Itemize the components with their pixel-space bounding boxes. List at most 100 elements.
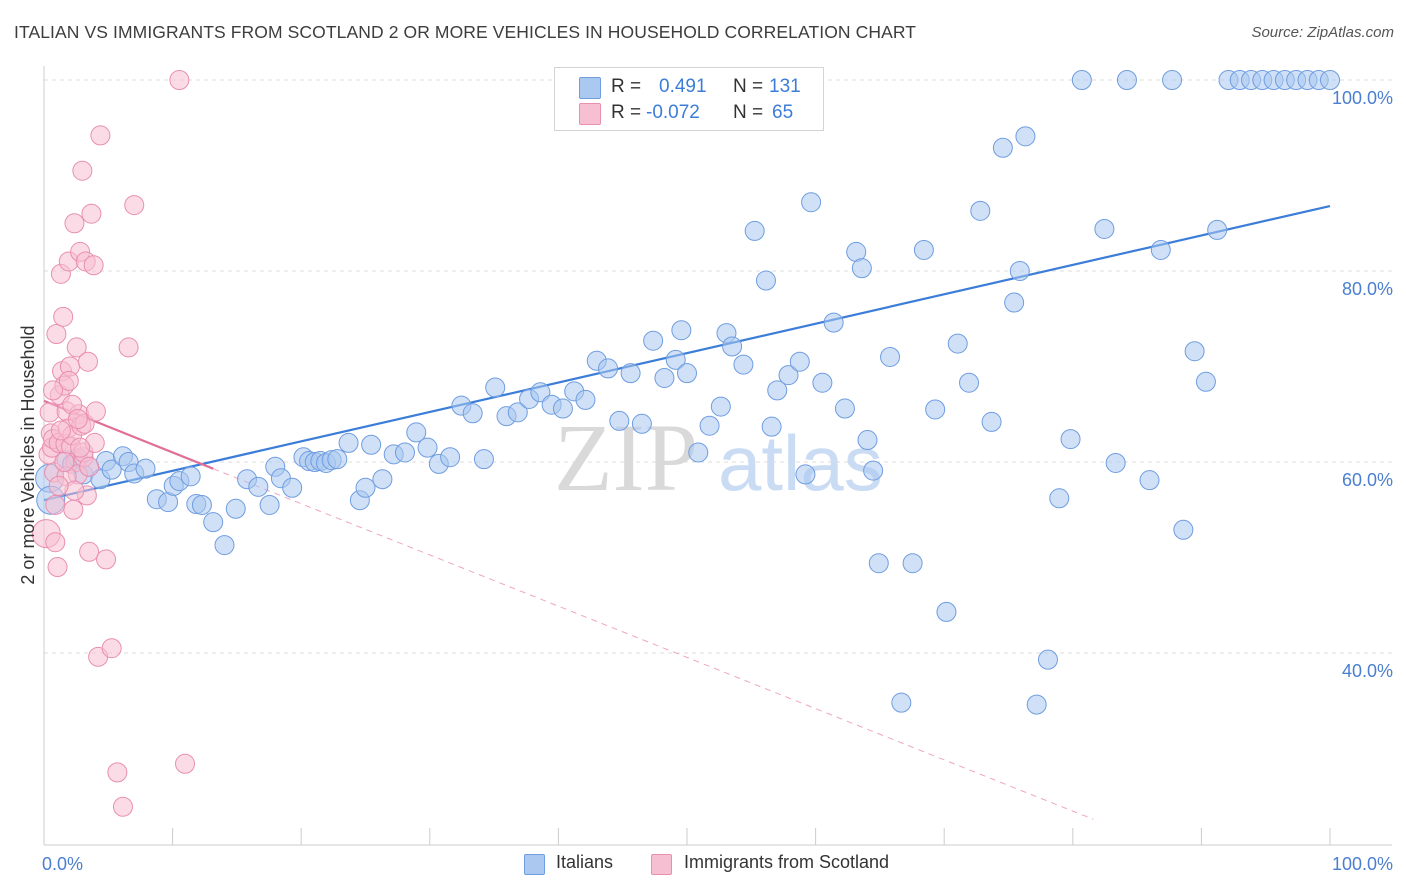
y-axis-label: 2 or more Vehicles in Household <box>18 325 38 584</box>
scotland-point <box>118 337 139 358</box>
italian-point <box>1184 341 1205 362</box>
y-tick-label: 100.0% <box>1332 88 1393 108</box>
italian-point <box>902 553 923 574</box>
scotland-point <box>169 70 190 90</box>
italian-point <box>778 365 799 386</box>
italian-point <box>1049 488 1070 509</box>
italians-label: Italians <box>556 852 614 872</box>
italian-point <box>417 437 438 458</box>
italian-point <box>440 447 461 468</box>
scotland-point <box>77 351 98 372</box>
italian-point <box>654 367 675 388</box>
italian-point <box>609 410 630 431</box>
legend-n-label: N = <box>733 76 764 97</box>
legend-r-value: 0.491 <box>659 76 707 97</box>
italian-point <box>733 354 754 375</box>
italian-point <box>1026 694 1047 715</box>
italian-point <box>880 346 901 367</box>
source-label: Source: ZipAtlas.com <box>1251 24 1394 41</box>
italian-point <box>101 459 122 480</box>
italian-point <box>789 351 810 372</box>
scotland-point <box>107 762 128 783</box>
scotland-point <box>53 306 74 327</box>
italian-point <box>925 399 946 420</box>
italian-point <box>1173 519 1194 540</box>
scotland-point <box>101 638 122 659</box>
italian-point <box>259 494 280 515</box>
italian-point <box>1116 70 1137 90</box>
scotland-point <box>96 549 117 570</box>
italian-point <box>1207 219 1228 240</box>
legend-r-label: R = <box>611 102 642 123</box>
scotland-label: Immigrants from Scotland <box>684 852 890 872</box>
y-tick-labels: 100.0% 80.0% 60.0% 40.0% <box>1332 88 1393 681</box>
italian-point <box>191 494 212 515</box>
scotland-point <box>45 532 66 553</box>
y-tick-label: 80.0% <box>1342 279 1393 299</box>
italian-point <box>394 442 415 463</box>
legend-row-italians: R = 0.491 N = 131 <box>555 76 823 100</box>
scotland-point <box>64 213 85 234</box>
italian-point <box>677 363 697 384</box>
italian-point <box>1139 470 1160 491</box>
italian-point <box>530 382 551 403</box>
legend-n-value: 131 <box>769 76 801 97</box>
italian-point <box>851 258 872 279</box>
italian-point <box>406 422 427 443</box>
italian-point <box>1105 452 1126 473</box>
scotland-point <box>67 409 88 430</box>
italian-point <box>761 416 782 437</box>
scotland-point <box>45 494 66 515</box>
italian-point <box>338 432 359 453</box>
italian-point <box>947 333 968 354</box>
scotland-point <box>66 337 87 358</box>
italian-point <box>372 469 393 490</box>
italian-point <box>135 458 156 479</box>
correlation-legend: R = 0.491 N = 131 R = -0.072 N = 65 <box>554 67 824 131</box>
scotland-point <box>50 420 71 441</box>
scotland-points <box>31 70 196 817</box>
italian-point <box>688 442 709 463</box>
italian-point <box>1162 70 1183 90</box>
italians-trend-line <box>43 204 1331 502</box>
scotland-point <box>124 195 145 216</box>
scotland-point <box>46 324 67 345</box>
legend-r-value: -0.072 <box>646 102 700 123</box>
italian-point <box>755 270 776 291</box>
scotland-point <box>81 203 102 224</box>
italian-point <box>462 403 483 424</box>
scotland-swatch <box>651 854 672 875</box>
italian-point <box>361 434 382 455</box>
italian-point <box>1195 371 1216 392</box>
italian-point <box>812 372 833 393</box>
legend-swatch-pink <box>579 103 601 125</box>
italian-point <box>936 601 957 622</box>
y-tick-label: 40.0% <box>1342 661 1393 681</box>
italian-point <box>665 349 686 370</box>
scotland-point <box>48 475 69 496</box>
legend-swatch-blue <box>579 77 601 99</box>
legend-row-scotland: R = -0.072 N = 65 <box>555 102 823 126</box>
italian-point <box>1320 70 1340 90</box>
legend-r-label: R = <box>611 76 642 97</box>
italian-point <box>671 320 692 341</box>
italian-point <box>710 396 731 417</box>
legend-n-label: N = <box>733 102 764 123</box>
italian-point <box>1060 429 1081 450</box>
italian-point <box>863 460 884 481</box>
scotland-point <box>85 401 106 422</box>
italian-point <box>473 449 494 470</box>
italian-point <box>225 498 246 519</box>
italian-point <box>180 466 201 487</box>
italian-point <box>970 200 991 221</box>
italian-point <box>767 380 788 401</box>
italian-point <box>834 398 855 419</box>
italian-point <box>722 336 743 357</box>
scotland-point <box>58 370 79 391</box>
italian-point <box>631 413 652 434</box>
scotland-point <box>70 437 91 458</box>
scotland-point <box>47 557 68 578</box>
scotland-point <box>90 125 111 146</box>
italian-point <box>823 312 844 333</box>
